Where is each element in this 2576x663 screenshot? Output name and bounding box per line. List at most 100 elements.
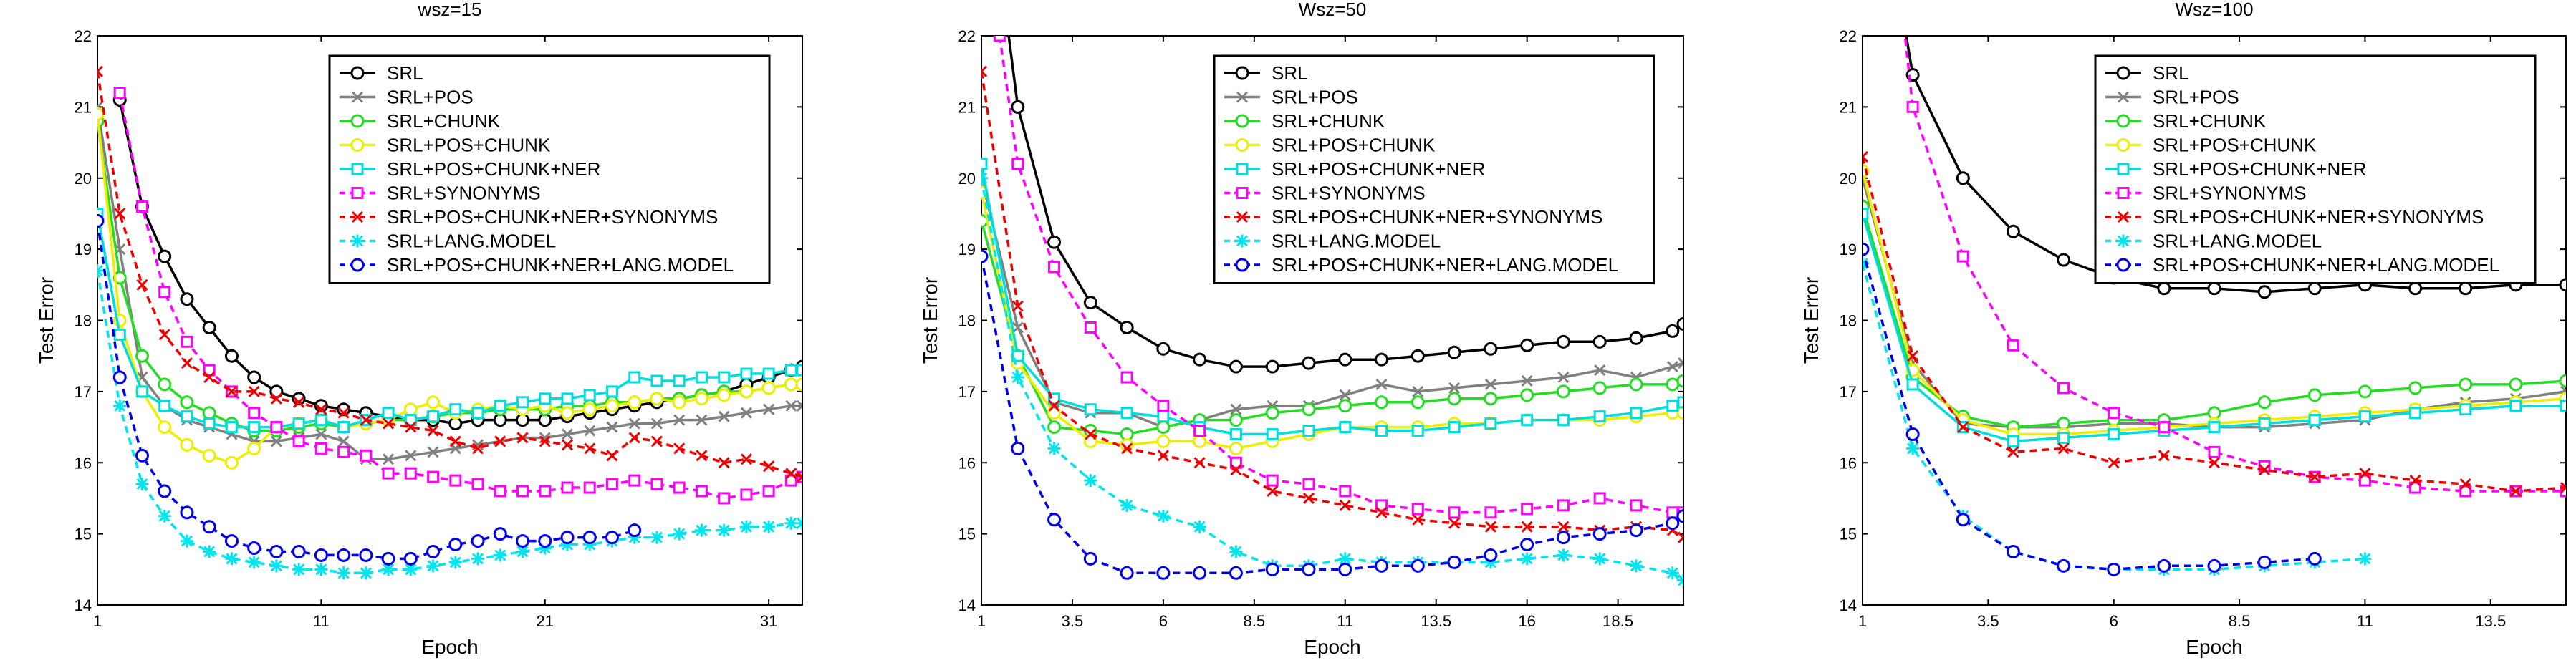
legend-entry: SRL+POS+CHUNK — [340, 135, 551, 156]
data-point — [1375, 499, 1388, 512]
data-point — [1229, 545, 1243, 558]
legend-marker — [2117, 210, 2130, 223]
data-point — [1338, 562, 1352, 576]
data-point — [2057, 442, 2070, 455]
data-point — [1520, 338, 1534, 352]
data-point — [405, 450, 417, 462]
data-point — [605, 385, 618, 398]
data-point — [494, 485, 506, 498]
data-point — [97, 65, 104, 77]
data-point — [2108, 407, 2120, 420]
data-point — [1084, 321, 1097, 334]
data-point — [203, 371, 216, 384]
chart-title: Wsz=50 — [1299, 0, 1367, 20]
data-point — [650, 392, 664, 406]
data-point — [718, 492, 731, 505]
legend-label: SRL+LANG.MODEL — [2153, 231, 2322, 252]
y-tick-label: 19 — [1840, 241, 1857, 258]
data-point — [1630, 499, 1643, 512]
data-point — [337, 548, 351, 562]
legend-label: SRL+POS+CHUNK+NER+LANG.MODEL — [387, 254, 734, 276]
series-srl-synonyms — [993, 36, 1683, 519]
x-tick-label: 1 — [977, 612, 986, 630]
data-point — [135, 478, 149, 491]
data-point — [2408, 281, 2423, 296]
data-point — [1229, 566, 1243, 580]
data-point — [1863, 150, 1869, 163]
data-point — [582, 531, 597, 545]
legend-box — [328, 54, 771, 284]
legend-label: SRL+SYNONYMS — [387, 183, 541, 204]
data-point — [1520, 388, 1534, 402]
data-point — [1484, 548, 1498, 562]
data-point — [404, 414, 417, 427]
data-point — [1156, 434, 1171, 448]
data-point — [1956, 171, 1970, 185]
legend-box — [2094, 54, 2537, 284]
data-point — [202, 406, 216, 420]
y-tick-label: 19 — [958, 241, 976, 258]
series-srl-pos-chunk-ner — [981, 158, 1683, 440]
legend-label: SRL — [387, 62, 423, 84]
data-point — [795, 377, 802, 392]
y-tick-label: 18 — [1840, 312, 1857, 330]
data-point — [1084, 474, 1097, 488]
data-point — [785, 400, 797, 412]
series-line — [1903, 36, 2566, 493]
data-point — [2158, 450, 2170, 462]
data-point — [763, 403, 775, 415]
data-point — [97, 107, 105, 121]
data-point — [718, 457, 730, 469]
data-point — [1338, 352, 1352, 367]
data-point — [1156, 342, 1171, 356]
data-point — [1193, 566, 1207, 580]
data-point — [1266, 474, 1279, 487]
data-point — [673, 374, 686, 387]
data-point — [1302, 402, 1316, 417]
data-point — [1011, 441, 1025, 455]
data-point — [181, 357, 193, 369]
data-point — [113, 87, 126, 99]
data-point — [1448, 506, 1461, 519]
data-point — [181, 410, 193, 423]
data-point — [427, 425, 439, 437]
legend-entry: SRL+POS — [340, 87, 474, 108]
data-point — [292, 417, 305, 430]
x-tick-label: 8.5 — [2229, 612, 2251, 630]
legend-entry: SRL+POS+CHUNK+NER — [2105, 158, 2366, 180]
y-tick-label: 14 — [75, 596, 92, 614]
legend-label: SRL — [1272, 62, 1308, 84]
data-point — [1898, 9, 1908, 19]
series-srl-pos-chunk-ner-lang-model — [981, 249, 1683, 580]
data-point — [650, 478, 663, 490]
data-point — [1630, 407, 1643, 420]
data-point — [1629, 559, 1643, 573]
data-point — [696, 414, 708, 426]
data-point — [2158, 421, 2171, 434]
x-tick-label: 1 — [93, 612, 102, 630]
x-tick-label: 21 — [537, 612, 554, 630]
data-point — [1157, 410, 1170, 423]
legend-entry: SRL+CHUNK — [2105, 110, 2267, 132]
data-point — [1594, 364, 1606, 377]
data-point — [1085, 428, 1097, 440]
data-point — [740, 453, 752, 465]
data-point — [226, 385, 238, 397]
y-tick-label: 16 — [1840, 454, 1857, 472]
data-point — [382, 407, 395, 420]
y-tick-label: 17 — [1840, 383, 1857, 401]
legend-box — [1213, 54, 1655, 284]
legend-label: SRL+POS+CHUNK — [1272, 135, 1436, 156]
y-tick-label: 22 — [958, 27, 976, 45]
data-point — [314, 414, 327, 427]
data-point — [360, 449, 373, 462]
data-point — [269, 559, 283, 573]
data-point — [2560, 481, 2566, 494]
legend-marker — [1235, 114, 1249, 128]
series-line — [981, 71, 1683, 539]
data-point — [292, 435, 305, 447]
legend-label: SRL+POS+CHUNK+NER+SYNONYMS — [1272, 206, 1602, 228]
data-point — [2459, 281, 2473, 296]
data-point — [448, 538, 463, 552]
x-tick-label: 6 — [2110, 612, 2118, 630]
